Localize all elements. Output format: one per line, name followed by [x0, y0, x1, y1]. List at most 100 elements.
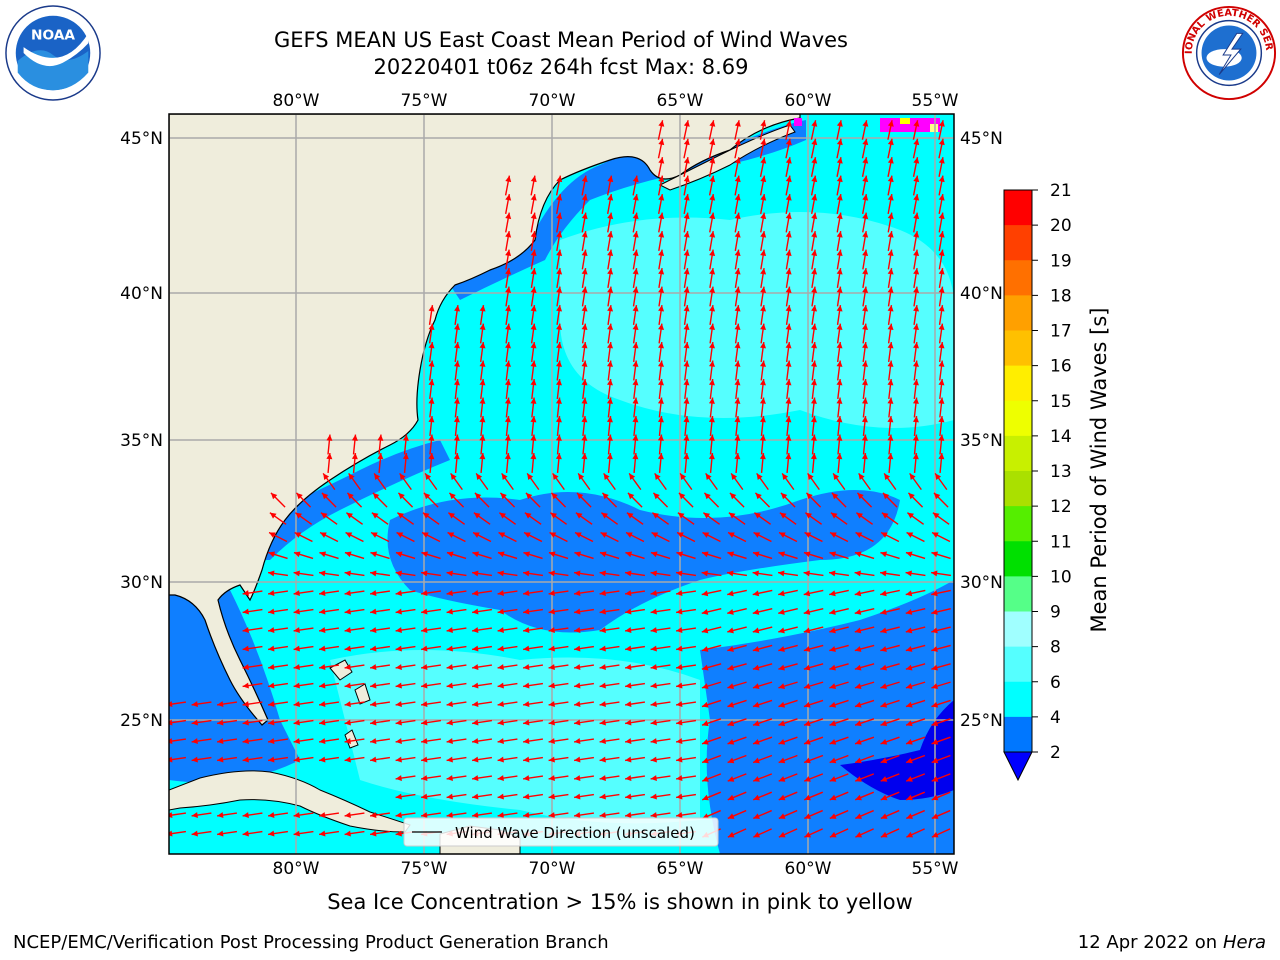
wind-wave-arrow	[581, 286, 588, 307]
wind-wave-arrow	[701, 589, 722, 597]
wind-wave-arrow	[395, 664, 416, 671]
wind-wave-arrow	[318, 608, 340, 615]
ocean-fill-pale-north	[560, 212, 954, 428]
footer-date-text: 12 Apr 2022 on	[1077, 932, 1223, 953]
wind-wave-arrow	[650, 756, 671, 763]
wind-wave-arrow	[701, 754, 722, 764]
wind-wave-arrow	[573, 812, 595, 819]
wind-wave-arrow	[395, 590, 416, 597]
wind-wave-arrow	[420, 775, 442, 782]
colorbar-tick-label: 17	[1050, 322, 1072, 342]
legend-label: Wind Wave Direction (unscaled)	[455, 824, 695, 842]
wind-wave-arrow	[829, 809, 849, 820]
wind-wave-arrow	[785, 341, 792, 363]
wind-wave-arrow	[938, 434, 945, 455]
wind-wave-arrow	[501, 472, 514, 491]
wind-wave-arrow	[632, 212, 639, 233]
wind-wave-arrow	[938, 175, 945, 196]
wind-wave-arrow	[836, 305, 843, 325]
wind-wave-arrow	[472, 551, 492, 560]
wind-wave-arrow	[709, 341, 716, 363]
wind-wave-arrow	[683, 415, 690, 437]
wind-wave-arrow	[505, 360, 511, 381]
wind-wave-arrow	[627, 492, 643, 508]
wind-wave-arrow	[549, 512, 568, 525]
wind-wave-arrow	[395, 738, 416, 745]
wind-wave-arrow	[760, 268, 767, 288]
wind-wave-arrow	[905, 681, 926, 690]
wind-wave-arrow	[624, 701, 646, 708]
wind-wave-arrow	[854, 626, 875, 634]
wind-wave-arrow	[607, 305, 614, 325]
chart-title-line-1: GEFS MEAN US East Coast Mean Period of W…	[274, 28, 848, 52]
wind-wave-arrow	[555, 378, 562, 400]
wind-wave-arrow	[913, 286, 920, 307]
wind-wave-arrow	[854, 551, 875, 560]
wind-wave-arrow	[599, 701, 620, 708]
colorbar-tick-label: 12	[1050, 497, 1072, 517]
wind-wave-arrow	[678, 492, 694, 508]
wind-wave-arrow	[581, 194, 588, 214]
colorbar-tick-label: 6	[1050, 673, 1061, 693]
wind-wave-arrow	[581, 397, 588, 418]
colorbar-bin	[1004, 435, 1032, 472]
wind-wave-arrow	[905, 570, 926, 577]
wind-wave-arrow	[938, 305, 945, 325]
wind-wave-arrow	[369, 645, 391, 652]
lon-tick-top: 70°W	[529, 91, 576, 111]
lat-tick-left: 35°N	[120, 431, 163, 451]
wind-wave-arrow	[471, 608, 493, 615]
wind-wave-arrow	[555, 397, 562, 418]
wind-wave-arrow	[709, 323, 716, 344]
wind-wave-arrow	[530, 305, 537, 325]
wind-wave-arrow	[683, 249, 690, 270]
map-tick-labels: 80°W 80°W 75°W 75°W 70°W 70°W 65°W 65°W 60°W 60°W…	[120, 91, 1003, 879]
wind-wave-arrow	[785, 286, 792, 307]
wind-wave-arrow	[683, 360, 690, 381]
wind-wave-arrow	[497, 793, 518, 800]
arrow-legend: Wind Wave Direction (unscaled)	[403, 817, 719, 847]
wind-wave-arrow	[931, 773, 951, 782]
wind-wave-arrow	[752, 589, 773, 597]
wind-wave-arrow	[856, 492, 873, 508]
wind-wave-arrow	[701, 644, 722, 652]
wind-wave-arrow	[938, 341, 945, 363]
wind-wave-arrow	[727, 663, 747, 671]
wind-wave-arrow	[624, 664, 646, 671]
wind-wave-arrow	[785, 397, 792, 418]
wind-wave-arrow	[785, 268, 792, 288]
wind-wave-arrow	[599, 627, 620, 634]
wind-wave-arrow	[854, 608, 875, 615]
wind-wave-arrow	[679, 472, 693, 491]
wind-wave-arrow	[938, 323, 945, 344]
wind-wave-arrow	[829, 626, 849, 634]
wind-wave-arrow	[522, 645, 544, 652]
wind-wave-arrow	[606, 415, 613, 437]
footer-host: Hera	[1222, 932, 1266, 953]
wind-wave-arrow	[829, 644, 849, 652]
wind-wave-arrow	[573, 793, 595, 800]
wind-wave-arrow	[829, 773, 849, 782]
wind-wave-arrow	[395, 608, 416, 615]
wind-wave-arrow	[370, 551, 390, 560]
colorbar-tick-label: 16	[1050, 357, 1072, 377]
wind-wave-arrow	[912, 120, 920, 140]
wind-wave-arrow	[752, 754, 773, 764]
wind-wave-arrow	[657, 452, 664, 474]
wind-wave-arrow	[600, 512, 619, 525]
wind-wave-arrow	[632, 305, 639, 325]
lat-tick-right: 45°N	[960, 129, 1003, 149]
colorbar-bin	[1004, 506, 1032, 542]
wind-wave-arrow	[599, 664, 620, 671]
wind-wave-arrow	[913, 341, 920, 363]
wind-wave-arrow	[683, 341, 690, 363]
wind-wave-arrow	[348, 472, 361, 491]
wind-wave-arrow	[420, 627, 442, 634]
wind-wave-arrow	[931, 718, 951, 727]
wind-wave-arrow	[344, 719, 365, 726]
wind-wave-arrow	[548, 590, 569, 597]
wind-wave-arrow	[785, 305, 792, 325]
wind-wave-arrow	[705, 472, 718, 491]
wind-wave-arrow	[727, 589, 747, 597]
wind-wave-arrow	[446, 682, 467, 689]
